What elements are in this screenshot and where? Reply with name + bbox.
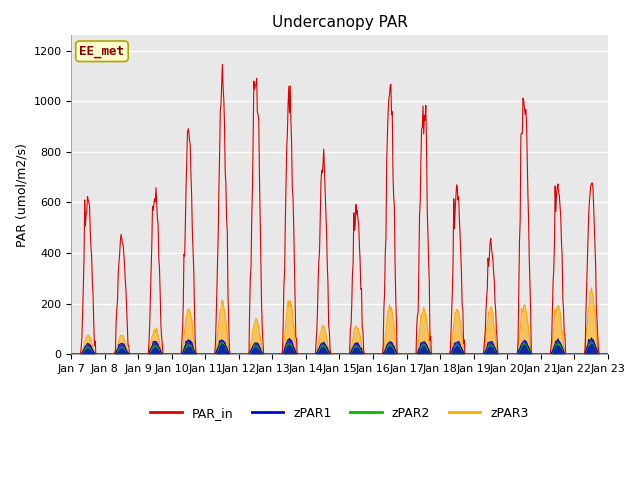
Text: EE_met: EE_met — [79, 45, 124, 58]
Title: Undercanopy PAR: Undercanopy PAR — [271, 15, 408, 30]
Y-axis label: PAR (umol/m2/s): PAR (umol/m2/s) — [15, 143, 28, 247]
Legend: PAR_in, zPAR1, zPAR2, zPAR3: PAR_in, zPAR1, zPAR2, zPAR3 — [145, 402, 534, 425]
